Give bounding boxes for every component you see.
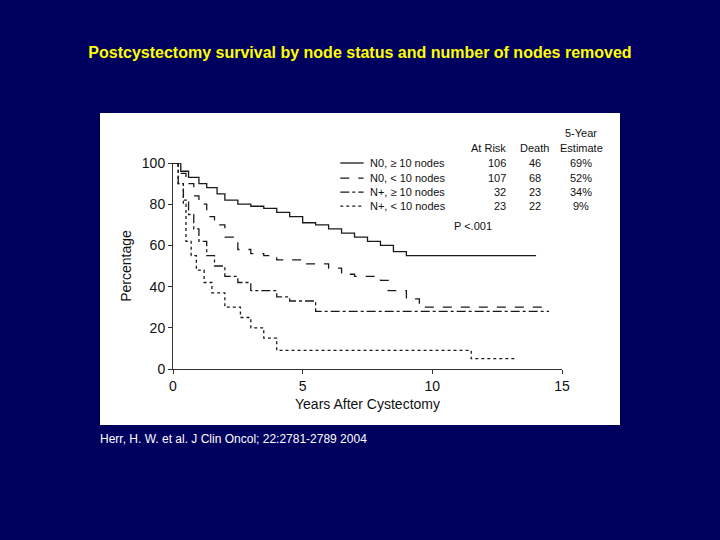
svg-text:5-Year: 5-Year bbox=[565, 127, 597, 139]
svg-text:106: 106 bbox=[488, 157, 506, 169]
svg-text:52%: 52% bbox=[570, 172, 592, 184]
svg-text:23: 23 bbox=[529, 186, 541, 198]
svg-text:100: 100 bbox=[142, 155, 166, 171]
svg-text:107: 107 bbox=[488, 172, 506, 184]
svg-text:Death: Death bbox=[520, 142, 549, 154]
svg-text:68: 68 bbox=[529, 172, 541, 184]
svg-text:40: 40 bbox=[150, 279, 166, 295]
svg-text:46: 46 bbox=[529, 157, 541, 169]
svg-text:Years After Cystectomy: Years After Cystectomy bbox=[295, 396, 440, 412]
svg-text:22: 22 bbox=[529, 200, 541, 212]
svg-text:69%: 69% bbox=[570, 157, 592, 169]
svg-text:32: 32 bbox=[494, 186, 506, 198]
svg-text:0: 0 bbox=[169, 378, 177, 394]
svg-text:N0, ≥ 10 nodes: N0, ≥ 10 nodes bbox=[370, 157, 445, 169]
svg-text:9%: 9% bbox=[573, 200, 589, 212]
svg-text:34%: 34% bbox=[570, 186, 592, 198]
svg-text:23: 23 bbox=[494, 200, 506, 212]
svg-text:15: 15 bbox=[554, 378, 570, 394]
svg-text:N0, < 10 nodes: N0, < 10 nodes bbox=[370, 172, 445, 184]
html-text:Herr, H. W. et al. J Clin Onco: Herr, H. W. et al. J Clin Oncol; 22:2781… bbox=[100, 432, 367, 446]
svg-text:At Risk: At Risk bbox=[471, 142, 506, 154]
svg-text:N+, < 10 nodes: N+, < 10 nodes bbox=[370, 200, 446, 212]
svg-text:Percentage: Percentage bbox=[118, 230, 134, 302]
svg-text:5: 5 bbox=[299, 378, 307, 394]
svg-text:P <.001: P <.001 bbox=[454, 220, 492, 232]
html-text:Postcystectomy survival by nod: Postcystectomy survival by node status a… bbox=[88, 44, 632, 61]
svg-text:10: 10 bbox=[425, 378, 441, 394]
svg-text:N+, ≥ 10 nodes: N+, ≥ 10 nodes bbox=[370, 186, 445, 198]
svg-text:60: 60 bbox=[150, 237, 166, 253]
svg-text:0: 0 bbox=[157, 361, 165, 377]
svg-text:80: 80 bbox=[150, 196, 166, 212]
svg-text:20: 20 bbox=[150, 320, 166, 336]
svg-text:Estimate: Estimate bbox=[560, 142, 603, 154]
